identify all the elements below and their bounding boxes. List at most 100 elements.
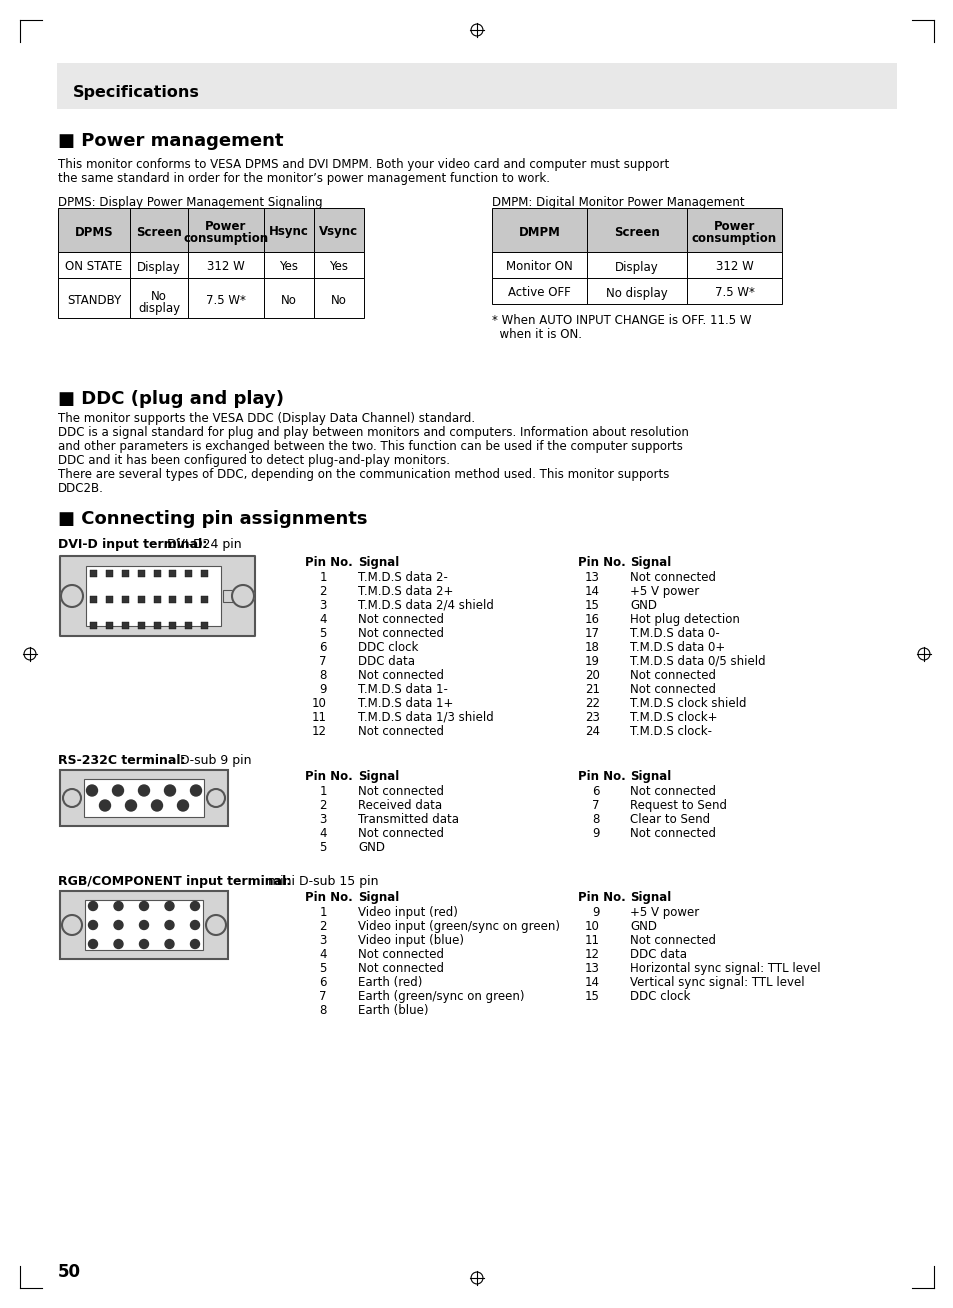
Text: 3: 3 (319, 814, 327, 825)
Text: Video input (green/sync on green): Video input (green/sync on green) (357, 920, 559, 933)
Text: DDC is a signal standard for plug and play between monitors and computers. Infor: DDC is a signal standard for plug and pl… (58, 426, 688, 439)
Circle shape (113, 921, 123, 930)
Text: The monitor supports the VESA DDC (Display Data Channel) standard.: The monitor supports the VESA DDC (Displ… (58, 412, 475, 425)
Bar (130, 208, 188, 252)
Text: No: No (151, 290, 167, 303)
Bar (58, 208, 130, 252)
Text: 312 W: 312 W (715, 260, 753, 273)
Bar (314, 252, 364, 279)
Text: Not connected: Not connected (629, 668, 716, 681)
Text: 8: 8 (592, 814, 599, 825)
Text: 8: 8 (319, 1005, 327, 1018)
Text: 15: 15 (584, 990, 599, 1003)
Text: Pin No.: Pin No. (578, 891, 625, 904)
Text: 9: 9 (319, 683, 327, 696)
Text: DPMS: Display Power Management Signaling: DPMS: Display Power Management Signaling (58, 196, 322, 209)
Bar (130, 252, 188, 279)
Text: T.M.D.S data 1-: T.M.D.S data 1- (357, 683, 447, 696)
Circle shape (62, 916, 82, 935)
Circle shape (89, 939, 97, 948)
Bar (586, 208, 686, 252)
Circle shape (165, 901, 173, 910)
Text: DDC and it has been configured to detect plug-and-play monitors.: DDC and it has been configured to detect… (58, 454, 450, 467)
Text: Vertical sync signal: TTL level: Vertical sync signal: TTL level (629, 976, 803, 989)
Bar (84, 780, 204, 818)
Bar (686, 252, 781, 279)
Text: 14: 14 (584, 585, 599, 598)
Text: 5: 5 (319, 627, 327, 640)
Text: display: display (138, 302, 180, 315)
Text: ON STATE: ON STATE (66, 260, 123, 273)
Circle shape (165, 921, 173, 930)
Text: DDC data: DDC data (357, 655, 415, 668)
Text: Hsync: Hsync (269, 225, 309, 238)
Bar (170, 570, 176, 577)
Bar (314, 208, 364, 252)
Text: * When AUTO INPUT CHANGE is OFF. 11.5 W: * When AUTO INPUT CHANGE is OFF. 11.5 W (492, 314, 751, 327)
Text: Signal: Signal (357, 891, 399, 904)
Bar (264, 208, 314, 252)
Text: Video input (red): Video input (red) (357, 906, 457, 920)
Text: T.M.D.S data 2+: T.M.D.S data 2+ (357, 585, 453, 598)
Bar (153, 596, 160, 603)
Text: 13: 13 (584, 961, 599, 974)
Text: Signal: Signal (629, 556, 671, 569)
Bar (170, 623, 176, 629)
Text: Not connected: Not connected (629, 683, 716, 696)
Text: 12: 12 (584, 948, 599, 961)
Text: Not connected: Not connected (629, 827, 716, 840)
Text: 6: 6 (592, 785, 599, 798)
Text: 11: 11 (584, 934, 599, 947)
Bar (137, 623, 145, 629)
Text: 8: 8 (319, 668, 327, 681)
Text: Request to Send: Request to Send (629, 799, 726, 812)
Bar (686, 208, 781, 252)
Text: No display: No display (605, 286, 667, 300)
Text: the same standard in order for the monitor’s power management function to work.: the same standard in order for the monit… (58, 171, 550, 184)
Bar (201, 570, 208, 577)
Circle shape (113, 939, 123, 948)
Text: Not connected: Not connected (357, 785, 443, 798)
Bar (586, 252, 686, 279)
Text: Signal: Signal (357, 770, 399, 783)
Text: Pin No.: Pin No. (305, 556, 353, 569)
Bar (686, 279, 781, 303)
Text: GND: GND (629, 920, 657, 933)
Text: 7: 7 (592, 799, 599, 812)
Text: when it is ON.: when it is ON. (492, 328, 581, 341)
Text: DMPM: Digital Monitor Power Management: DMPM: Digital Monitor Power Management (492, 196, 744, 209)
Text: 7.5 W*: 7.5 W* (206, 293, 246, 306)
Bar (170, 596, 176, 603)
Text: T.M.D.S data 0+: T.M.D.S data 0+ (629, 641, 724, 654)
Bar (90, 596, 97, 603)
Text: Not connected: Not connected (357, 668, 443, 681)
Text: Signal: Signal (629, 891, 671, 904)
Bar (153, 570, 160, 577)
Text: DDC clock: DDC clock (357, 641, 418, 654)
Bar (188, 208, 264, 252)
Text: ■ Connecting pin assignments: ■ Connecting pin assignments (58, 510, 367, 528)
Text: T.M.D.S data 0/5 shield: T.M.D.S data 0/5 shield (629, 655, 765, 668)
Text: Pin No.: Pin No. (578, 556, 625, 569)
Text: DDC2B.: DDC2B. (58, 483, 104, 494)
Bar (106, 570, 112, 577)
Circle shape (232, 585, 253, 607)
Text: There are several types of DDC, depending on the communication method used. This: There are several types of DDC, dependin… (58, 468, 669, 481)
Bar (58, 279, 130, 318)
Circle shape (191, 785, 201, 797)
Bar (492, 279, 586, 303)
Bar (201, 596, 208, 603)
Text: Display: Display (615, 260, 659, 273)
Text: Not connected: Not connected (357, 827, 443, 840)
Bar (58, 252, 130, 279)
Text: Yes: Yes (279, 260, 298, 273)
Bar (122, 570, 129, 577)
Bar (122, 596, 129, 603)
Bar (137, 570, 145, 577)
Text: Screen: Screen (136, 225, 182, 238)
Text: 15: 15 (584, 599, 599, 612)
Bar (90, 623, 97, 629)
Text: 50: 50 (58, 1264, 81, 1281)
Text: T.M.D.S clock shield: T.M.D.S clock shield (629, 697, 745, 710)
Text: 3: 3 (319, 599, 327, 612)
